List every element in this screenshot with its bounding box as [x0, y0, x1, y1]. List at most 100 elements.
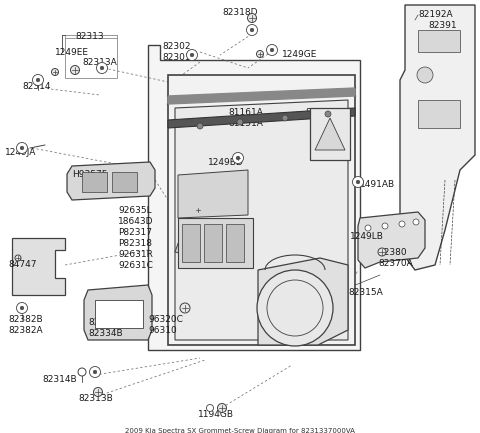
- Circle shape: [382, 223, 388, 229]
- Circle shape: [187, 49, 197, 61]
- Circle shape: [36, 78, 40, 82]
- Bar: [65, 38, 117, 78]
- Circle shape: [378, 248, 386, 256]
- Bar: [226, 224, 244, 262]
- Polygon shape: [175, 100, 348, 340]
- Text: 1249EE: 1249EE: [55, 48, 89, 57]
- Circle shape: [365, 225, 371, 231]
- Bar: [95, 300, 143, 328]
- Text: 2009 Kia Spectra SX Grommet-Screw Diagram for 8231337000VA: 2009 Kia Spectra SX Grommet-Screw Diagra…: [125, 428, 355, 433]
- Circle shape: [247, 25, 257, 36]
- Text: 84747: 84747: [8, 260, 36, 269]
- Circle shape: [248, 13, 256, 23]
- Text: 82370A: 82370A: [378, 259, 413, 268]
- Bar: [418, 30, 460, 52]
- Polygon shape: [175, 230, 215, 258]
- Text: 82313: 82313: [75, 32, 104, 41]
- Circle shape: [282, 115, 288, 121]
- Polygon shape: [67, 162, 155, 200]
- Circle shape: [20, 146, 24, 150]
- Circle shape: [257, 270, 333, 346]
- Circle shape: [94, 388, 103, 397]
- Text: 82334B: 82334B: [88, 329, 122, 338]
- Bar: [204, 224, 222, 262]
- Circle shape: [235, 155, 241, 162]
- Text: 81161A: 81161A: [228, 108, 263, 117]
- Polygon shape: [258, 258, 348, 345]
- Polygon shape: [168, 108, 355, 128]
- Text: 82318D: 82318D: [222, 8, 257, 17]
- Text: 82302: 82302: [162, 42, 191, 51]
- Circle shape: [356, 180, 360, 184]
- Polygon shape: [12, 238, 65, 295]
- Circle shape: [266, 45, 277, 55]
- Text: H93575: H93575: [72, 170, 108, 179]
- Text: 82192A: 82192A: [418, 10, 453, 19]
- Bar: [178, 218, 253, 268]
- Polygon shape: [178, 170, 248, 218]
- Circle shape: [413, 219, 419, 225]
- Circle shape: [16, 142, 27, 154]
- Text: 82380: 82380: [378, 248, 407, 257]
- Text: 92635L: 92635L: [118, 206, 152, 215]
- Circle shape: [51, 68, 59, 75]
- Circle shape: [180, 303, 190, 313]
- Circle shape: [71, 65, 80, 74]
- Polygon shape: [400, 5, 475, 270]
- Text: 92631R: 92631R: [118, 250, 153, 259]
- Circle shape: [33, 74, 44, 85]
- Circle shape: [399, 221, 405, 227]
- Circle shape: [270, 48, 274, 52]
- Circle shape: [194, 207, 202, 213]
- Bar: [418, 100, 460, 128]
- Circle shape: [78, 368, 86, 376]
- Text: 82391: 82391: [428, 21, 456, 30]
- Text: 96310: 96310: [148, 326, 177, 335]
- Text: 82315A: 82315A: [348, 288, 383, 297]
- Circle shape: [208, 226, 212, 230]
- Text: 82301: 82301: [162, 53, 191, 62]
- Circle shape: [15, 255, 21, 261]
- Circle shape: [236, 156, 240, 160]
- Text: P82318: P82318: [118, 239, 152, 248]
- Bar: [310, 108, 350, 160]
- Text: 1194GB: 1194GB: [198, 410, 234, 419]
- Text: 82313B: 82313B: [78, 394, 113, 403]
- Polygon shape: [148, 45, 360, 350]
- Circle shape: [417, 67, 433, 83]
- Circle shape: [16, 303, 27, 313]
- Text: P82317: P82317: [118, 228, 152, 237]
- Text: 81151A: 81151A: [228, 119, 263, 128]
- Text: 96320C: 96320C: [148, 315, 183, 324]
- Circle shape: [96, 62, 108, 74]
- Circle shape: [325, 111, 331, 117]
- Circle shape: [217, 404, 227, 413]
- Circle shape: [89, 366, 100, 378]
- Circle shape: [352, 177, 363, 187]
- Text: 1491AB: 1491AB: [360, 180, 395, 189]
- Circle shape: [237, 119, 243, 125]
- Text: 82344B: 82344B: [88, 318, 122, 327]
- Bar: [82, 172, 107, 192]
- Polygon shape: [168, 88, 355, 104]
- Circle shape: [190, 53, 194, 57]
- Circle shape: [250, 28, 254, 32]
- Text: 92631C: 92631C: [118, 261, 153, 270]
- Polygon shape: [84, 285, 152, 340]
- Text: 82314: 82314: [22, 82, 50, 91]
- Text: 82313A: 82313A: [82, 58, 117, 67]
- Circle shape: [20, 306, 24, 310]
- Circle shape: [197, 123, 203, 129]
- Circle shape: [93, 370, 97, 374]
- Bar: [112, 172, 137, 192]
- Circle shape: [232, 152, 243, 164]
- Text: 1249JA: 1249JA: [5, 148, 36, 157]
- Polygon shape: [168, 75, 355, 345]
- Text: 82382B: 82382B: [8, 315, 43, 324]
- Text: 1249LB: 1249LB: [350, 232, 384, 241]
- Circle shape: [206, 404, 214, 411]
- Bar: [182, 224, 200, 262]
- Circle shape: [100, 66, 104, 70]
- Text: 1249GE: 1249GE: [282, 50, 317, 59]
- Text: 1249BD: 1249BD: [208, 158, 244, 167]
